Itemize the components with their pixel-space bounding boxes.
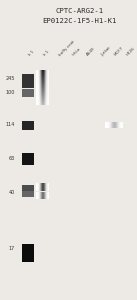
Text: 245: 245 xyxy=(6,76,15,82)
Text: 17: 17 xyxy=(9,247,15,251)
Text: k 1: k 1 xyxy=(28,50,35,57)
Text: MCF7: MCF7 xyxy=(114,46,125,57)
Text: A549: A549 xyxy=(86,47,96,57)
Text: 40: 40 xyxy=(9,190,15,194)
Text: 63: 63 xyxy=(9,155,15,160)
Text: 114: 114 xyxy=(6,122,15,128)
Text: k 1: k 1 xyxy=(43,50,50,57)
Text: H226: H226 xyxy=(126,46,136,57)
Text: 100: 100 xyxy=(6,91,15,95)
Text: HeLa: HeLa xyxy=(72,47,82,57)
Text: Jurkat: Jurkat xyxy=(100,46,111,57)
Text: EP0122C-1F5-H1-K1: EP0122C-1F5-H1-K1 xyxy=(42,18,117,24)
Text: CPTC-ARG2-1: CPTC-ARG2-1 xyxy=(55,8,104,14)
Text: buffy coat: buffy coat xyxy=(58,40,75,57)
